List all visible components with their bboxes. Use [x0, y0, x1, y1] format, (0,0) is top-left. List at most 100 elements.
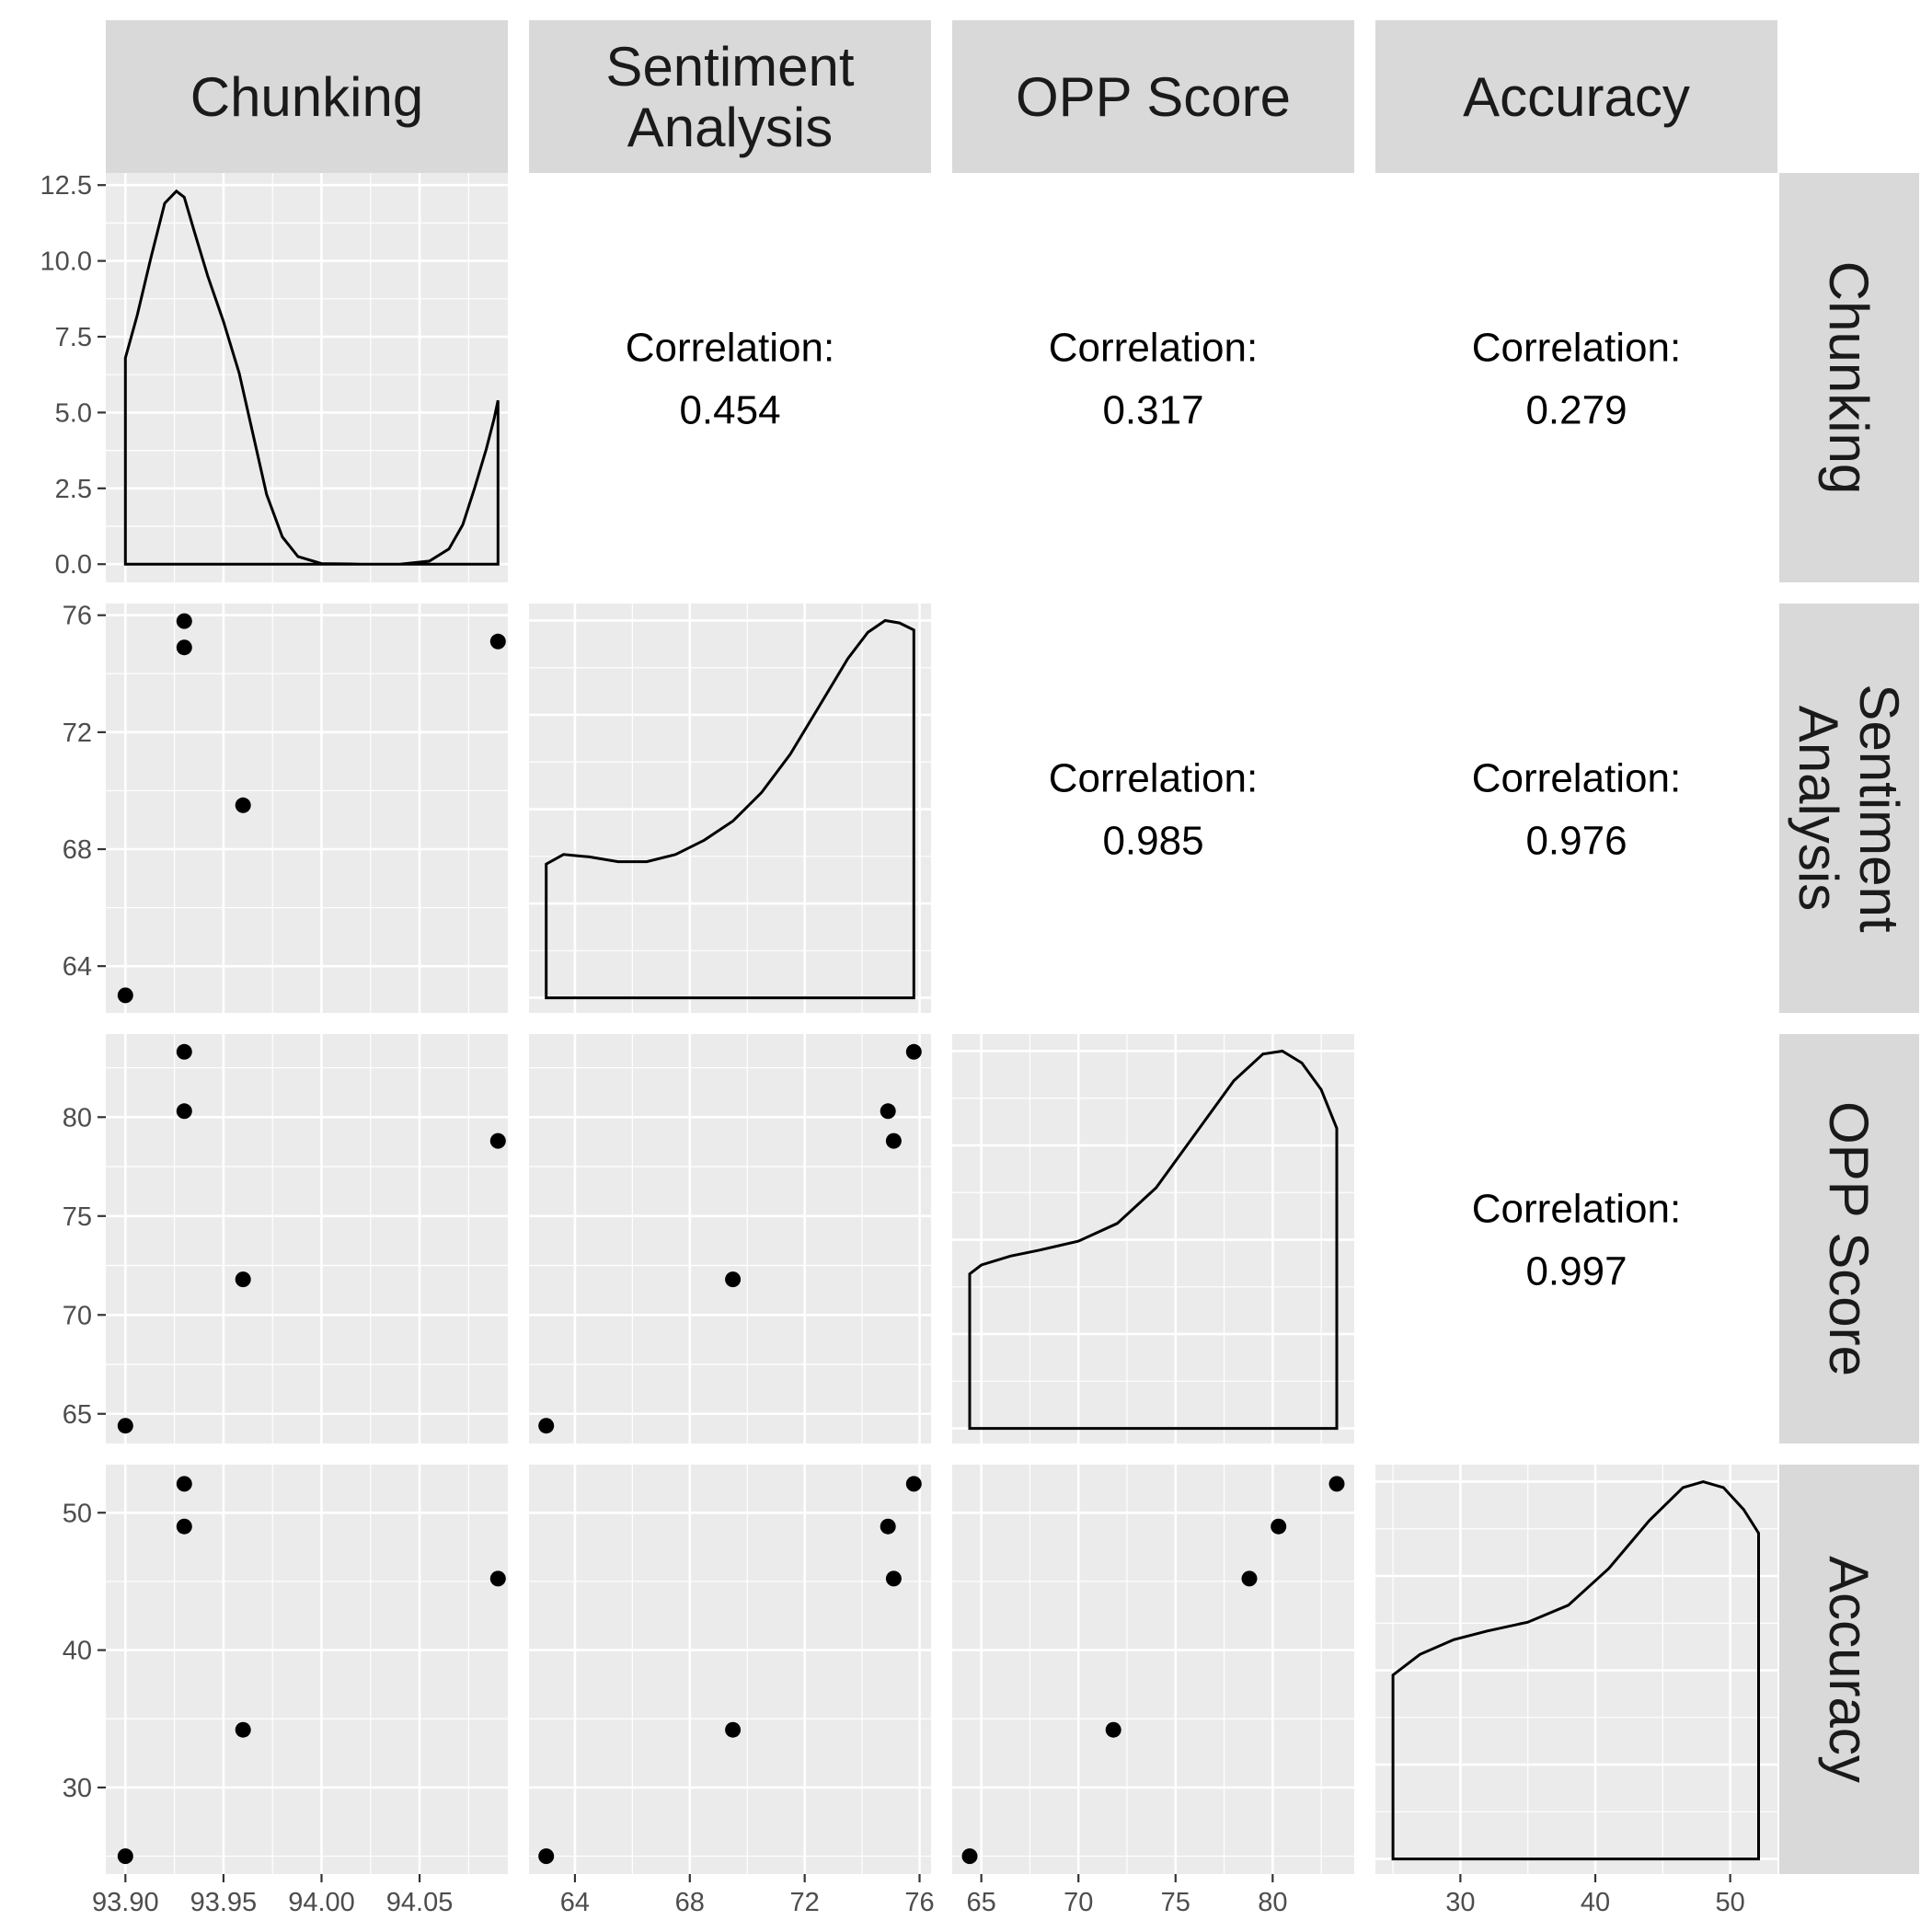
x-axis-tick-label: 40: [1581, 1888, 1610, 1917]
top-strip-label: Sentiment: [605, 36, 854, 98]
y-axis-tick-label: 70: [63, 1301, 92, 1330]
panel-r1-c0: [106, 604, 508, 1013]
panel-background: [529, 1465, 931, 1874]
panel-r3-c1: [529, 1465, 931, 1874]
data-point: [117, 987, 133, 1004]
panel-background: [952, 1465, 1354, 1874]
top-strip-sentiment-analysis: [529, 20, 931, 173]
right-strip-sentiment-analysis: [1779, 604, 1919, 1013]
data-point: [885, 1133, 902, 1149]
panel-r0-c1: Correlation: 0.454: [626, 326, 834, 433]
data-point: [725, 1271, 742, 1288]
right-strip-accuracy: [1779, 1465, 1919, 1874]
axes-layer: 0.0 2.5 5.0 7.5 10.0 12.5 64 68 72 76 65 70 75 80 30 40…: [40, 171, 1745, 1917]
y-axis-tick-label: 10.0: [40, 247, 92, 277]
x-axis-tick-label: 65: [967, 1888, 996, 1917]
panel-background: [106, 1465, 508, 1874]
y-axis-tick-label: 0.0: [55, 550, 92, 580]
data-point: [489, 1133, 506, 1149]
panel-r0-c2: Correlation: 0.317: [1049, 326, 1258, 433]
right-strip-opp-score: [1779, 1034, 1919, 1443]
top-strip-chunking: [106, 20, 508, 173]
data-point: [489, 633, 506, 650]
y-axis-tick-label: 50: [63, 1499, 92, 1528]
correlation-value: 0.317: [1102, 388, 1203, 433]
panel-r2-c3: Correlation: 0.997: [1472, 1187, 1681, 1294]
data-point: [1241, 1570, 1258, 1587]
data-point: [176, 1043, 192, 1060]
y-axis-tick-label: 65: [63, 1400, 92, 1430]
correlation-value: 0.279: [1525, 388, 1627, 433]
data-point: [880, 1103, 896, 1120]
data-point: [489, 1570, 506, 1587]
data-point: [1271, 1518, 1287, 1535]
correlation-value: 0.454: [679, 388, 780, 433]
panel-background: [106, 1034, 508, 1443]
data-point: [538, 1848, 555, 1865]
y-axis-tick-label: 76: [63, 602, 92, 631]
correlation-label: Correlation:: [626, 326, 834, 371]
x-axis-tick-label: 80: [1258, 1888, 1287, 1917]
panel-r1-c3: Correlation: 0.976: [1472, 756, 1681, 864]
data-point: [235, 1271, 251, 1288]
data-point: [885, 1570, 902, 1587]
panel-background: [106, 173, 508, 582]
correlation-value: 0.985: [1102, 819, 1203, 864]
top-strip-opp-score: [952, 20, 1354, 173]
panel-background: [106, 604, 508, 1013]
density-curve-sentiment-analysis: [545, 618, 915, 1000]
panel-r0-c0: [106, 173, 508, 582]
y-axis-tick-label: 12.5: [40, 171, 92, 201]
x-axis-tick-label: 75: [1161, 1888, 1190, 1917]
right-strip-label: Accuracy: [1818, 1556, 1880, 1783]
x-axis-tick-label: 94.00: [288, 1888, 355, 1917]
x-axis-tick-label: 50: [1716, 1888, 1745, 1917]
y-axis-tick-label: 30: [63, 1774, 92, 1803]
right-strip-label: Analysis: [1788, 706, 1849, 911]
y-axis-tick-label: 75: [63, 1202, 92, 1232]
y-axis-tick-label: 2.5: [55, 475, 92, 504]
data-point: [1105, 1721, 1121, 1738]
right-strip-label: Sentiment: [1848, 684, 1910, 932]
top-strip-label: Analysis: [627, 97, 833, 158]
density-curve-accuracy: [1391, 1479, 1760, 1861]
y-axis-tick-label: 72: [63, 719, 92, 748]
data-point: [538, 1418, 555, 1434]
data-point: [176, 1476, 192, 1492]
data-point: [880, 1518, 896, 1535]
top-strip-label: Chunking: [190, 66, 424, 128]
panel-r1-c2: Correlation: 0.985: [1049, 756, 1258, 864]
x-axis-tick-label: 93.95: [190, 1888, 258, 1917]
panel-r3-c3: [1375, 1465, 1777, 1874]
right-strip-chunking: [1779, 173, 1919, 582]
panels-layer: Correlation:0.454Correlation:0.317Correl…: [106, 173, 1777, 1874]
data-point: [1328, 1476, 1345, 1492]
y-axis-tick-label: 80: [63, 1103, 92, 1133]
panel-r2-c0: [106, 1034, 508, 1443]
top-strip-label: Accuracy: [1463, 66, 1690, 128]
top-strip-label: OPP Score: [1016, 66, 1291, 128]
density-curve-chunking: [123, 189, 500, 566]
data-point: [905, 1043, 922, 1060]
correlation-value: 0.997: [1525, 1249, 1627, 1294]
data-point: [176, 613, 192, 629]
x-axis-tick-label: 30: [1445, 1888, 1475, 1917]
correlation-label: Correlation:: [1472, 1187, 1681, 1232]
y-axis-tick-label: 7.5: [55, 323, 92, 352]
data-point: [176, 1518, 192, 1535]
x-axis-tick-label: 68: [675, 1888, 705, 1917]
panel-r1-c1: [529, 604, 931, 1013]
data-point: [117, 1418, 133, 1434]
panel-background: [529, 1034, 931, 1443]
correlation-label: Correlation:: [1049, 756, 1258, 801]
correlation-label: Correlation:: [1049, 326, 1258, 371]
x-axis-tick-label: 93.90: [92, 1888, 159, 1917]
x-axis-tick-label: 94.05: [386, 1888, 454, 1917]
x-axis-tick-label: 72: [790, 1888, 820, 1917]
data-point: [235, 797, 251, 813]
data-point: [905, 1476, 922, 1492]
top-strip-accuracy: [1375, 20, 1777, 173]
panel-r0-c3: Correlation: 0.279: [1472, 326, 1681, 433]
